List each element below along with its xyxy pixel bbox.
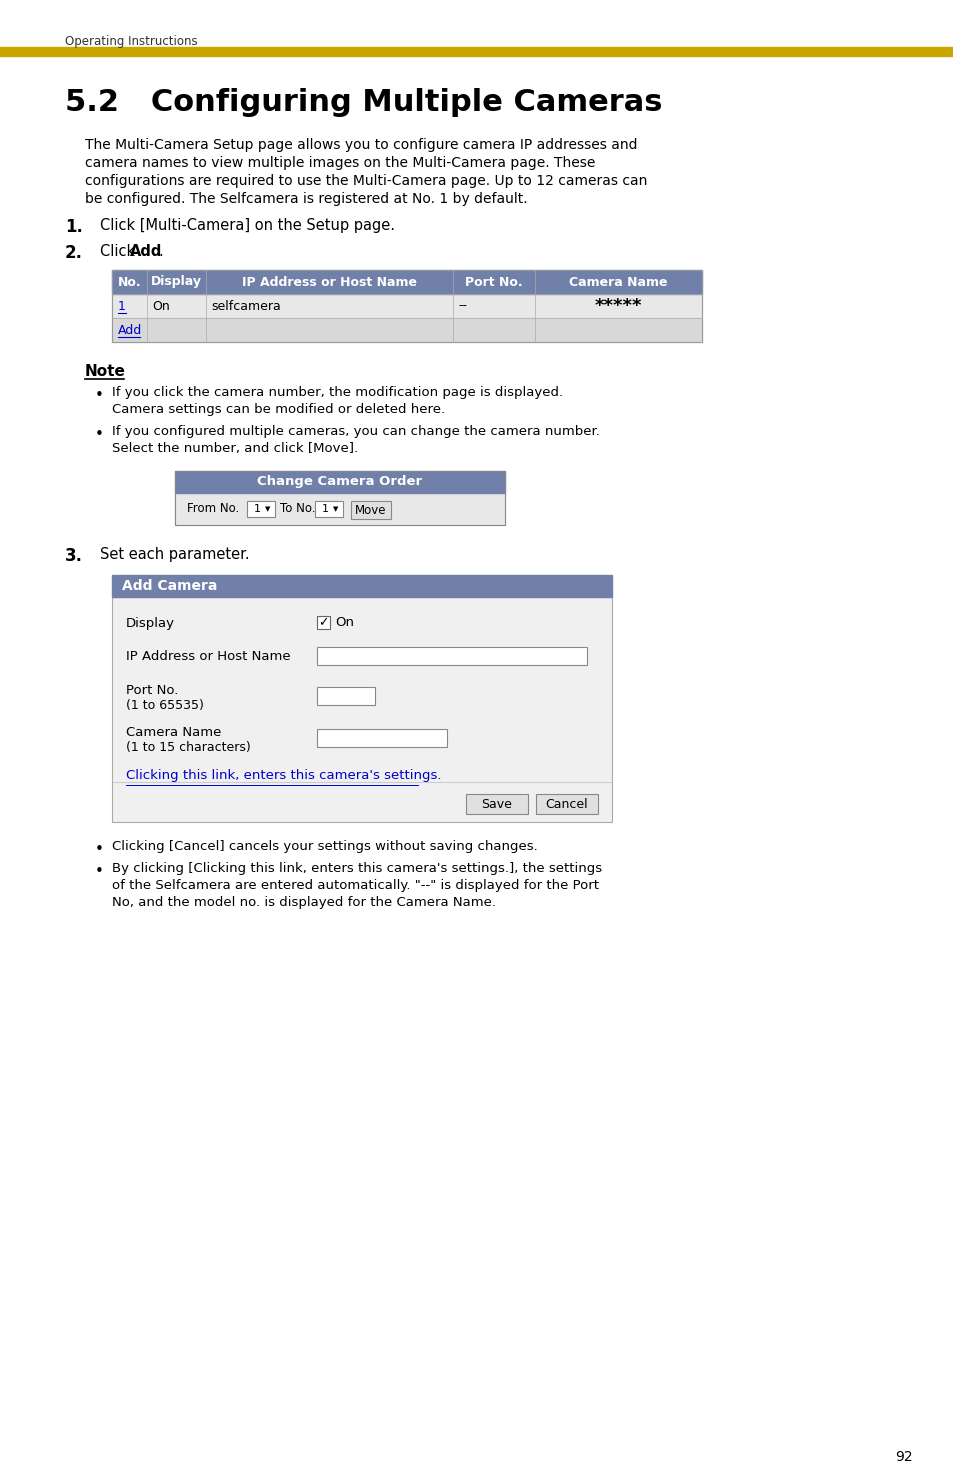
Text: 5.2   Configuring Multiple Cameras: 5.2 Configuring Multiple Cameras	[65, 88, 661, 117]
Bar	[112, 270, 701, 342]
Text: 92: 92	[894, 1450, 912, 1465]
Text: configurations are required to use the Multi-Camera page. Up to 12 cameras can: configurations are required to use the M…	[85, 174, 647, 187]
Text: •: •	[95, 864, 104, 879]
Bar	[174, 471, 504, 525]
Text: (1 to 15 characters): (1 to 15 characters)	[126, 740, 251, 754]
Bar	[351, 502, 391, 519]
Bar	[112, 597, 612, 822]
Text: 1.: 1.	[65, 218, 83, 236]
Text: Camera Name: Camera Name	[126, 726, 221, 739]
Text: camera names to view multiple images on the Multi-Camera page. These: camera names to view multiple images on …	[85, 156, 595, 170]
Text: Save: Save	[481, 798, 512, 810]
Bar	[465, 794, 527, 814]
Bar	[247, 502, 274, 518]
Text: On: On	[152, 299, 170, 313]
Text: 1: 1	[253, 504, 261, 513]
Text: Select the number, and click [Move].: Select the number, and click [Move].	[112, 442, 357, 454]
Text: selfcamera: selfcamera	[211, 299, 280, 313]
Bar	[316, 617, 330, 628]
Text: Operating Instructions: Operating Instructions	[65, 35, 197, 49]
Text: The Multi-Camera Setup page allows you to configure camera IP addresses and: The Multi-Camera Setup page allows you t…	[85, 139, 637, 152]
Bar	[174, 493, 504, 525]
Bar	[174, 471, 504, 493]
Text: Port No.: Port No.	[465, 276, 522, 289]
Text: If you configured multiple cameras, you can change the camera number.: If you configured multiple cameras, you …	[112, 425, 599, 438]
Text: Camera Name: Camera Name	[569, 276, 667, 289]
Text: 1: 1	[118, 299, 126, 313]
Bar	[316, 729, 447, 746]
Bar	[316, 687, 375, 705]
Bar	[112, 319, 701, 342]
Text: Add: Add	[130, 243, 162, 260]
Text: By clicking [Clicking this link, enters this camera's settings.], the settings: By clicking [Clicking this link, enters …	[112, 861, 601, 875]
Text: •: •	[95, 388, 104, 403]
Bar	[536, 794, 598, 814]
Text: be configured. The Selfcamera is registered at No. 1 by default.: be configured. The Selfcamera is registe…	[85, 192, 527, 206]
Text: No.: No.	[117, 276, 141, 289]
Text: .: .	[158, 243, 163, 260]
Text: Display: Display	[126, 617, 174, 630]
Text: 1: 1	[322, 504, 329, 513]
Text: IP Address or Host Name: IP Address or Host Name	[242, 276, 416, 289]
Bar	[112, 294, 701, 319]
Text: ▼: ▼	[265, 506, 270, 512]
Text: •: •	[95, 842, 104, 857]
Text: Click: Click	[100, 243, 139, 260]
Text: Cancel: Cancel	[545, 798, 588, 810]
Bar	[0, 47, 953, 56]
Text: Camera settings can be modified or deleted here.: Camera settings can be modified or delet…	[112, 403, 445, 416]
Text: •: •	[95, 426, 104, 442]
Text: Clicking this link, enters this camera's settings.: Clicking this link, enters this camera's…	[126, 770, 441, 783]
Text: *****: *****	[594, 296, 641, 316]
Text: Port No.: Port No.	[126, 683, 178, 696]
Text: Clicking [Cancel] cancels your settings without saving changes.: Clicking [Cancel] cancels your settings …	[112, 839, 537, 853]
Text: ▼: ▼	[333, 506, 338, 512]
Text: Click [Multi-Camera] on the Setup page.: Click [Multi-Camera] on the Setup page.	[100, 218, 395, 233]
Text: Display: Display	[151, 276, 202, 289]
Bar	[112, 270, 701, 294]
Text: IP Address or Host Name: IP Address or Host Name	[126, 649, 291, 662]
Text: No, and the model no. is displayed for the Camera Name.: No, and the model no. is displayed for t…	[112, 895, 496, 909]
Bar	[314, 502, 343, 518]
Text: Note: Note	[85, 364, 126, 379]
Text: Add: Add	[118, 323, 142, 336]
Text: 2.: 2.	[65, 243, 83, 263]
Text: (1 to 65535): (1 to 65535)	[126, 699, 204, 711]
Text: Change Camera Order: Change Camera Order	[257, 475, 422, 488]
Text: Add Camera: Add Camera	[122, 580, 217, 593]
Text: On: On	[335, 617, 354, 628]
Text: Set each parameter.: Set each parameter.	[100, 547, 250, 562]
Text: If you click the camera number, the modification page is displayed.: If you click the camera number, the modi…	[112, 386, 562, 400]
Text: 3.: 3.	[65, 547, 83, 565]
Bar	[112, 575, 612, 597]
Text: --: --	[457, 299, 467, 313]
Text: ✓: ✓	[317, 617, 328, 628]
Text: of the Selfcamera are entered automatically. "--" is displayed for the Port: of the Selfcamera are entered automatica…	[112, 879, 598, 892]
Bar	[316, 648, 586, 665]
Text: Move: Move	[355, 503, 386, 516]
Text: To No.: To No.	[280, 503, 315, 515]
Text: From No.: From No.	[187, 503, 239, 515]
